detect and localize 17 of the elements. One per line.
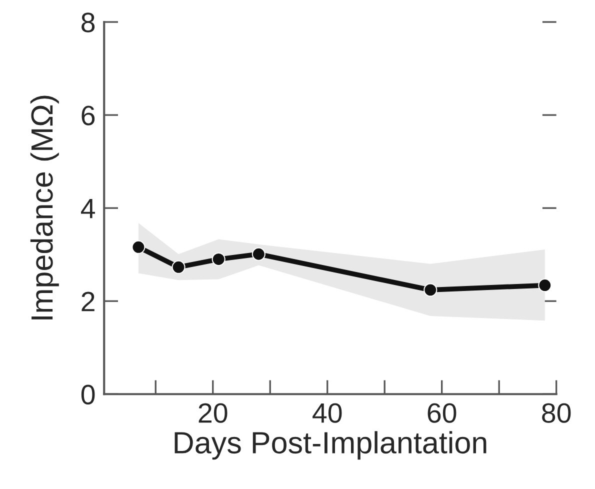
y-tick-label: 2 <box>82 292 94 312</box>
x-tick-label: 20 <box>198 403 228 423</box>
y-tick-label: 4 <box>80 199 95 218</box>
y-tick-label: 8 <box>82 12 95 32</box>
point <box>172 260 186 274</box>
point <box>538 278 552 292</box>
point <box>424 283 438 297</box>
y-tick-label: 0 <box>81 384 95 404</box>
y-tick-label: 6 <box>82 106 95 126</box>
x-tick-label: 40 <box>312 403 342 423</box>
point <box>212 252 226 266</box>
point <box>132 240 146 254</box>
y-axis-title: Impedance (MΩ) <box>30 96 59 320</box>
x-tick-label: 80 <box>542 403 571 423</box>
point <box>252 247 266 261</box>
x-tick-label: 60 <box>428 403 456 423</box>
x-axis-title: Days Post-Implantation <box>174 431 486 460</box>
